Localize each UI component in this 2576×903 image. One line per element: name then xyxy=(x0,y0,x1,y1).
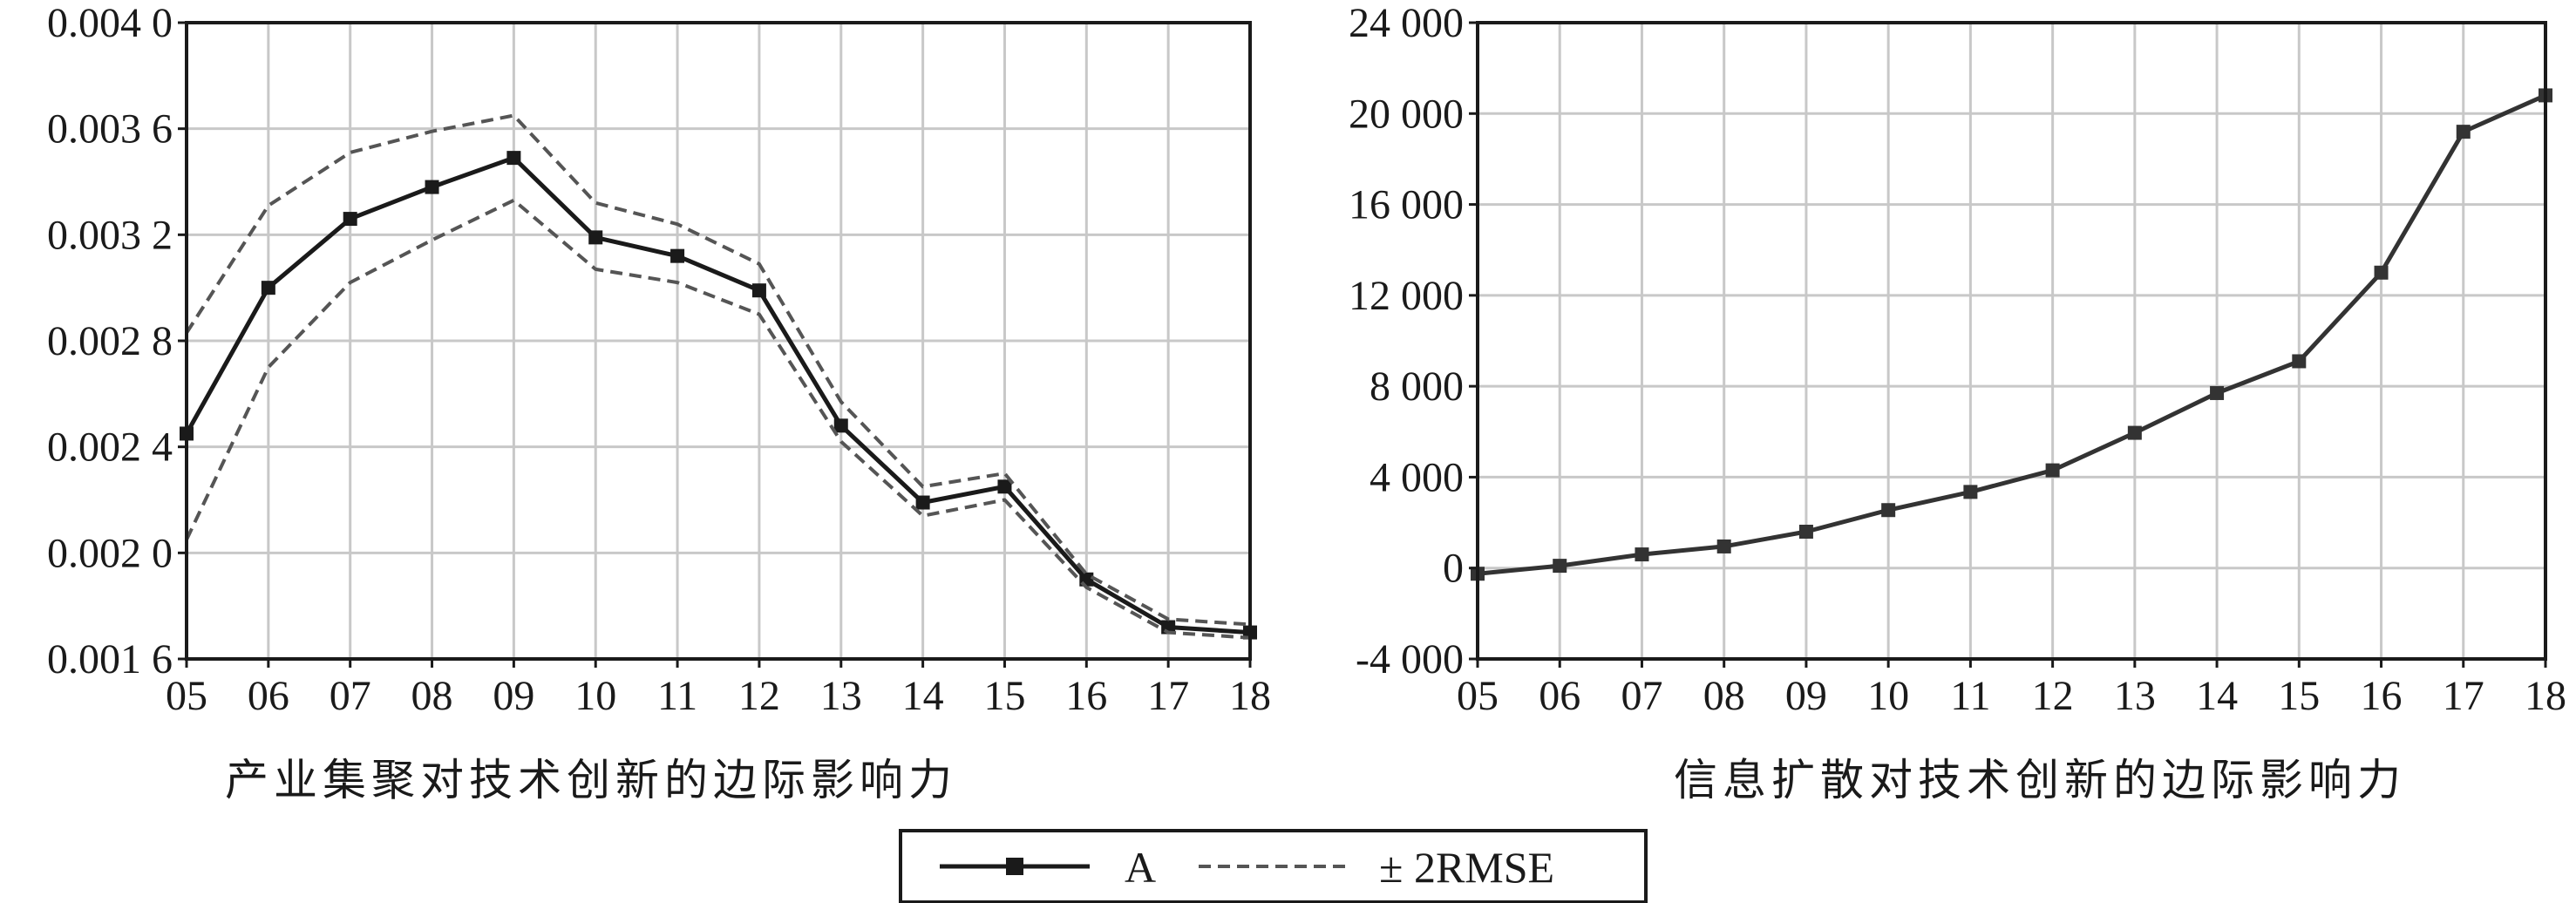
x-tick-label: 05 xyxy=(1457,673,1499,719)
series-a-point-marker xyxy=(261,281,275,295)
y-tick-label: 0.002 4 xyxy=(47,424,173,471)
x-tick-label: 17 xyxy=(2443,673,2484,719)
series-a-point-marker xyxy=(425,180,439,194)
y-tick-label: 0.002 8 xyxy=(47,318,173,364)
series-a-point-marker xyxy=(1881,503,1896,518)
x-tick-label: 07 xyxy=(1621,673,1662,719)
x-tick-label: 18 xyxy=(2525,673,2566,719)
x-tick-label: 13 xyxy=(2114,673,2156,719)
series-a-point-marker xyxy=(343,212,357,227)
series-a-point-marker xyxy=(997,479,1012,494)
x-tick-label: 10 xyxy=(1867,673,1909,719)
x-tick-label: 15 xyxy=(983,673,1025,719)
y-tick-label: 0 xyxy=(1443,546,1464,592)
legend-label-a: A xyxy=(1125,843,1156,892)
x-tick-label: 11 xyxy=(657,673,697,719)
series-line-2rmse-band xyxy=(185,198,1251,640)
series-a-point-marker xyxy=(2127,425,2142,440)
y-tick-label: 20 000 xyxy=(1349,91,1464,137)
left-chart-marginal-influence-of-industrial-agglomeration: 05 06 07 08 09 10 11 12 13 14 15 16 17 18 0.001 6 0.002… xyxy=(47,0,1271,719)
legend-label-2rmse: ± 2RMSE xyxy=(1379,843,1554,892)
x-tick-label: 08 xyxy=(411,673,453,719)
x-tick-label: 06 xyxy=(248,673,289,719)
x-tick-label: 16 xyxy=(1065,673,1107,719)
series-a-point-marker xyxy=(751,283,766,298)
y-tick-label: 8 000 xyxy=(1370,363,1464,410)
legend-square-marker-swatch xyxy=(1006,858,1023,875)
y-tick-label: 0.003 2 xyxy=(47,212,173,258)
series-a-point-marker xyxy=(833,418,848,433)
y-tick-label: 4 000 xyxy=(1370,454,1464,500)
x-tick-label: 10 xyxy=(574,673,616,719)
series-a-point-marker xyxy=(1553,559,1567,574)
legend: A ± 2RMSE xyxy=(899,829,1648,903)
series-a-point-marker xyxy=(1963,485,1978,499)
x-tick-label: 15 xyxy=(2278,673,2320,719)
series-a-point-marker xyxy=(1635,547,1649,562)
x-tick-label: 08 xyxy=(1703,673,1745,719)
series-line-2rmse-band xyxy=(185,113,1251,627)
plot-frame xyxy=(1476,21,2547,661)
x-tick-label: 07 xyxy=(330,673,371,719)
right-chart-caption: 信息扩散对技术创新的边际影响力 xyxy=(1674,755,2406,805)
series-a-point-marker xyxy=(915,495,930,510)
y-tick-label: 16 000 xyxy=(1349,182,1464,228)
x-tick-label: 09 xyxy=(1785,673,1827,719)
y-tick-label: 12 000 xyxy=(1349,273,1464,319)
legend-box xyxy=(899,829,1648,903)
x-tick-label: 05 xyxy=(166,673,207,719)
x-tick-label: 09 xyxy=(493,673,534,719)
y-tick-label: 0.002 0 xyxy=(47,530,173,576)
x-tick-label: 17 xyxy=(1147,673,1189,719)
series-line-a xyxy=(1477,93,2547,576)
x-tick-label: 06 xyxy=(1539,673,1580,719)
series-a-point-marker xyxy=(506,151,521,166)
y-tick-label: 0.001 6 xyxy=(47,636,173,682)
right-chart-marginal-influence-of-information-diffusion: 05 06 07 08 09 10 11 12 13 14 15 16 17 18 -4 000 0 4 000… xyxy=(1349,0,2566,719)
x-tick-label: 16 xyxy=(2361,673,2403,719)
series-a-point-marker xyxy=(2456,125,2471,139)
x-tick-label: 14 xyxy=(2196,673,2238,719)
series-a-point-marker xyxy=(2210,385,2225,400)
series-a-point-marker xyxy=(2374,265,2389,280)
series-a-point-marker xyxy=(1716,539,1731,553)
x-tick-label: 11 xyxy=(1950,673,1990,719)
series-a-point-marker xyxy=(670,248,685,263)
series-a-point-marker xyxy=(1798,525,1813,539)
series-a-point-marker xyxy=(588,230,603,245)
series-a-point-marker xyxy=(2292,354,2307,369)
left-chart-caption: 产业集聚对技术创新的边际影响力 xyxy=(225,755,957,805)
x-tick-label: 13 xyxy=(820,673,862,719)
x-tick-label: 14 xyxy=(902,673,944,719)
x-tick-label: 12 xyxy=(2032,673,2074,719)
series-a-point-marker xyxy=(2045,463,2060,478)
x-tick-label: 18 xyxy=(1229,673,1271,719)
y-tick-label: 0.004 0 xyxy=(47,0,173,46)
y-tick-label: 0.003 6 xyxy=(47,106,173,153)
y-tick-label: 24 000 xyxy=(1349,0,1464,46)
y-tick-label: -4 000 xyxy=(1356,636,1464,682)
x-tick-label: 12 xyxy=(738,673,780,719)
series-line-a xyxy=(184,155,1251,635)
